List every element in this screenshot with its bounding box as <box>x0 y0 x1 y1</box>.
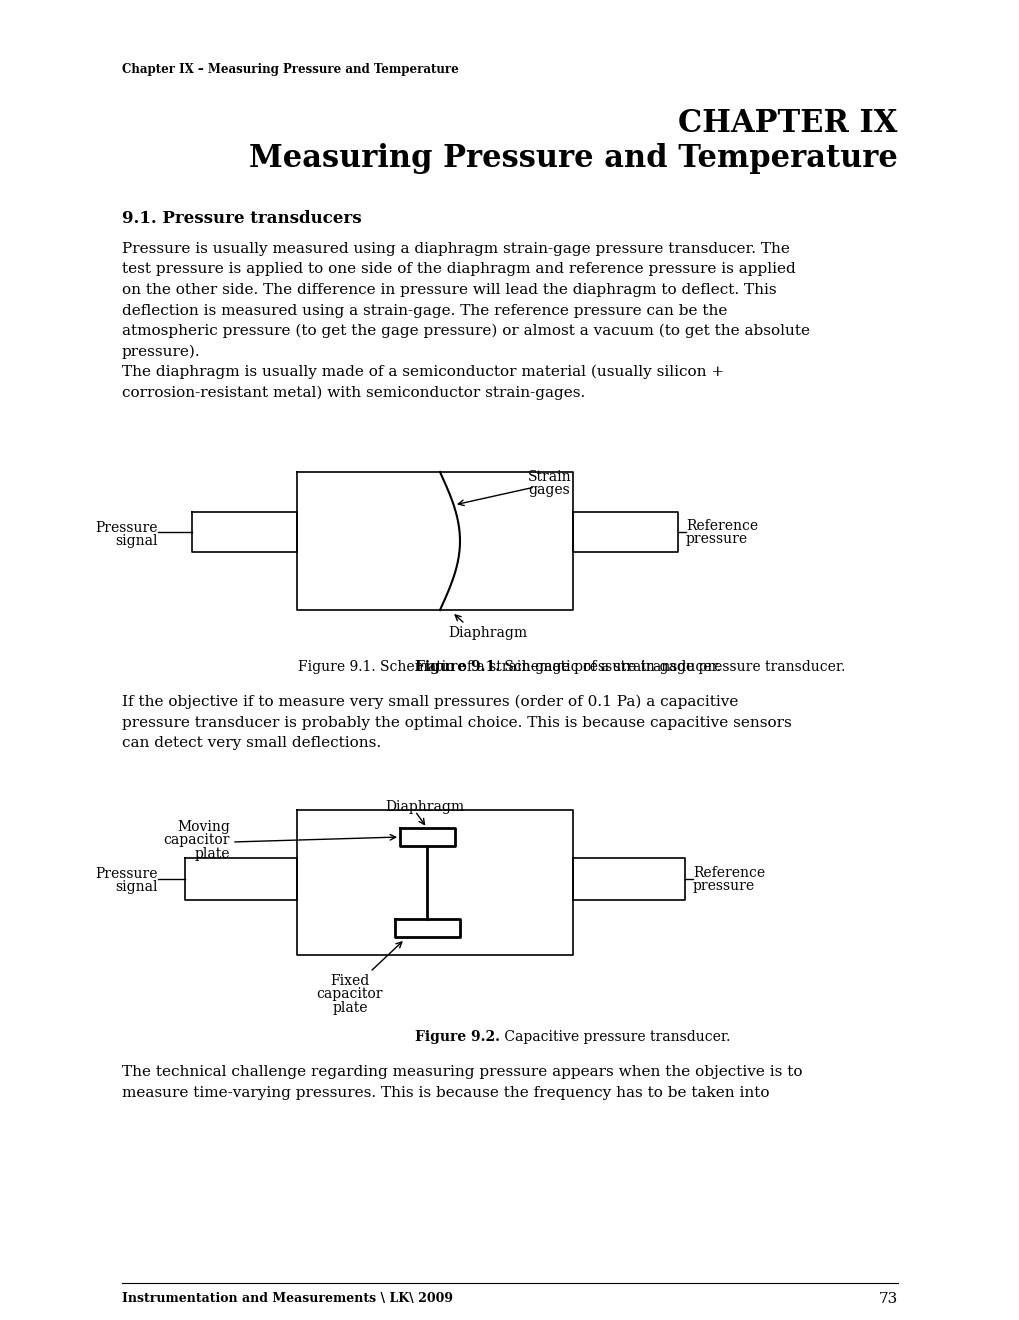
Text: signal: signal <box>115 535 158 548</box>
Text: Moving: Moving <box>177 820 229 834</box>
Text: measure time-varying pressures. This is because the frequency has to be taken in: measure time-varying pressures. This is … <box>122 1085 768 1100</box>
Text: pressure transducer is probably the optimal choice. This is because capacitive s: pressure transducer is probably the opti… <box>122 715 791 730</box>
Text: Diaphragm: Diaphragm <box>447 626 527 640</box>
Text: If the objective if to measure very small pressures (order of 0.1 Pa) a capaciti: If the objective if to measure very smal… <box>122 696 738 709</box>
Text: Strain: Strain <box>528 470 571 484</box>
Text: Measuring Pressure and Temperature: Measuring Pressure and Temperature <box>249 143 897 174</box>
Text: pressure: pressure <box>692 879 754 894</box>
Text: Schematic of a strain-gage pressure transducer.: Schematic of a strain-gage pressure tran… <box>499 660 845 675</box>
Text: test pressure is applied to one side of the diaphragm and reference pressure is : test pressure is applied to one side of … <box>122 263 795 276</box>
Text: on the other side. The difference in pressure will lead the diaphragm to deflect: on the other side. The difference in pre… <box>122 282 775 297</box>
Text: gages: gages <box>528 483 570 498</box>
Text: capacitor: capacitor <box>163 833 229 847</box>
Text: Pressure: Pressure <box>96 867 158 880</box>
Text: Fixed: Fixed <box>330 974 369 987</box>
Text: atmospheric pressure (to get the gage pressure) or almost a vacuum (to get the a: atmospheric pressure (to get the gage pr… <box>122 323 809 338</box>
Text: Capacitive pressure transducer.: Capacitive pressure transducer. <box>499 1030 730 1044</box>
Text: can detect very small deflections.: can detect very small deflections. <box>122 737 381 750</box>
Text: Reference: Reference <box>692 866 764 880</box>
Text: Instrumentation and Measurements \ LK\ 2009: Instrumentation and Measurements \ LK\ 2… <box>122 1292 452 1305</box>
Text: deflection is measured using a strain-gage. The reference pressure can be the: deflection is measured using a strain-ga… <box>122 304 727 318</box>
Text: signal: signal <box>115 880 158 894</box>
Text: Pressure is usually measured using a diaphragm strain-gage pressure transducer. : Pressure is usually measured using a dia… <box>122 242 789 256</box>
Text: Figure 9.2.: Figure 9.2. <box>415 1030 499 1044</box>
Text: Figure 9.1.: Figure 9.1. <box>415 660 499 675</box>
Text: Pressure: Pressure <box>96 521 158 535</box>
Text: plate: plate <box>332 1001 368 1015</box>
Text: 73: 73 <box>878 1292 897 1305</box>
Text: Figure 9.1. Schematic of a strain-gage pressure transducer.: Figure 9.1. Schematic of a strain-gage p… <box>299 660 720 675</box>
Text: CHAPTER IX: CHAPTER IX <box>678 108 897 139</box>
Text: corrosion-resistant metal) with semiconductor strain-gages.: corrosion-resistant metal) with semicond… <box>122 385 585 400</box>
Text: 9.1. Pressure transducers: 9.1. Pressure transducers <box>122 210 362 227</box>
Text: pressure).: pressure). <box>122 345 201 359</box>
Text: The diaphragm is usually made of a semiconductor material (usually silicon +: The diaphragm is usually made of a semic… <box>122 366 723 379</box>
Text: Diaphragm: Diaphragm <box>384 800 464 814</box>
Text: The technical challenge regarding measuring pressure appears when the objective : The technical challenge regarding measur… <box>122 1065 802 1078</box>
Text: capacitor: capacitor <box>317 987 383 1001</box>
Text: Chapter IX – Measuring Pressure and Temperature: Chapter IX – Measuring Pressure and Temp… <box>122 63 459 77</box>
Text: plate: plate <box>195 847 229 861</box>
Text: pressure: pressure <box>686 532 747 546</box>
Text: Reference: Reference <box>686 519 757 533</box>
